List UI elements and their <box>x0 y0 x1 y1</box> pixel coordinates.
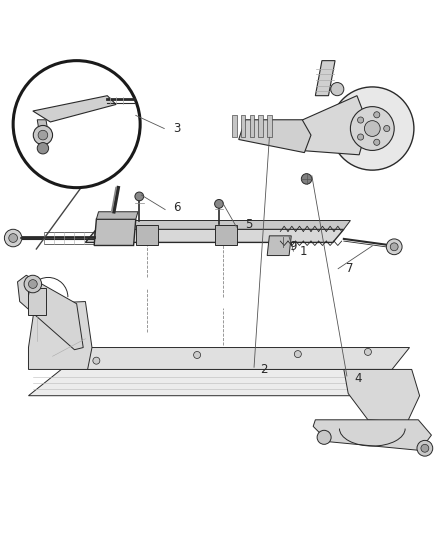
Circle shape <box>24 275 42 293</box>
Circle shape <box>331 83 344 96</box>
Circle shape <box>364 120 380 136</box>
Polygon shape <box>37 120 48 133</box>
Polygon shape <box>267 236 291 255</box>
Circle shape <box>390 243 398 251</box>
Text: 1: 1 <box>300 245 307 257</box>
Polygon shape <box>315 61 335 96</box>
Circle shape <box>374 139 380 146</box>
Text: 5: 5 <box>245 219 253 231</box>
Polygon shape <box>96 221 350 229</box>
Polygon shape <box>298 96 368 155</box>
Circle shape <box>350 107 394 150</box>
Circle shape <box>357 134 364 140</box>
Circle shape <box>331 87 414 170</box>
Text: 3: 3 <box>173 122 180 135</box>
Polygon shape <box>215 225 237 246</box>
Circle shape <box>421 445 429 452</box>
Text: 2: 2 <box>261 363 268 376</box>
Polygon shape <box>313 420 431 450</box>
Circle shape <box>37 142 49 154</box>
Circle shape <box>38 130 48 140</box>
Circle shape <box>93 357 100 364</box>
Circle shape <box>28 280 37 288</box>
Circle shape <box>386 239 402 255</box>
Circle shape <box>294 351 301 358</box>
Polygon shape <box>344 369 420 422</box>
Circle shape <box>135 192 144 201</box>
Polygon shape <box>33 96 116 122</box>
Polygon shape <box>61 348 410 369</box>
Circle shape <box>357 117 364 123</box>
Text: 9: 9 <box>289 240 297 253</box>
Polygon shape <box>28 288 46 314</box>
Polygon shape <box>96 212 138 219</box>
Polygon shape <box>28 369 392 395</box>
Circle shape <box>417 440 433 456</box>
Polygon shape <box>94 219 136 246</box>
Polygon shape <box>136 225 158 246</box>
Polygon shape <box>85 229 344 243</box>
Polygon shape <box>239 120 311 152</box>
Polygon shape <box>18 275 83 350</box>
Circle shape <box>384 125 390 132</box>
Circle shape <box>4 229 22 247</box>
Text: 4: 4 <box>355 372 362 385</box>
Circle shape <box>364 349 371 356</box>
Polygon shape <box>250 115 254 138</box>
Circle shape <box>13 61 140 188</box>
Circle shape <box>374 112 380 118</box>
Polygon shape <box>258 115 263 138</box>
Circle shape <box>301 174 312 184</box>
Circle shape <box>9 233 18 243</box>
Polygon shape <box>28 302 92 369</box>
Polygon shape <box>241 115 245 138</box>
Text: 6: 6 <box>173 201 180 214</box>
Polygon shape <box>267 115 272 138</box>
Circle shape <box>194 351 201 359</box>
Circle shape <box>33 125 53 145</box>
Text: 7: 7 <box>346 262 353 275</box>
Polygon shape <box>232 115 237 138</box>
Circle shape <box>317 430 331 445</box>
Circle shape <box>215 199 223 208</box>
